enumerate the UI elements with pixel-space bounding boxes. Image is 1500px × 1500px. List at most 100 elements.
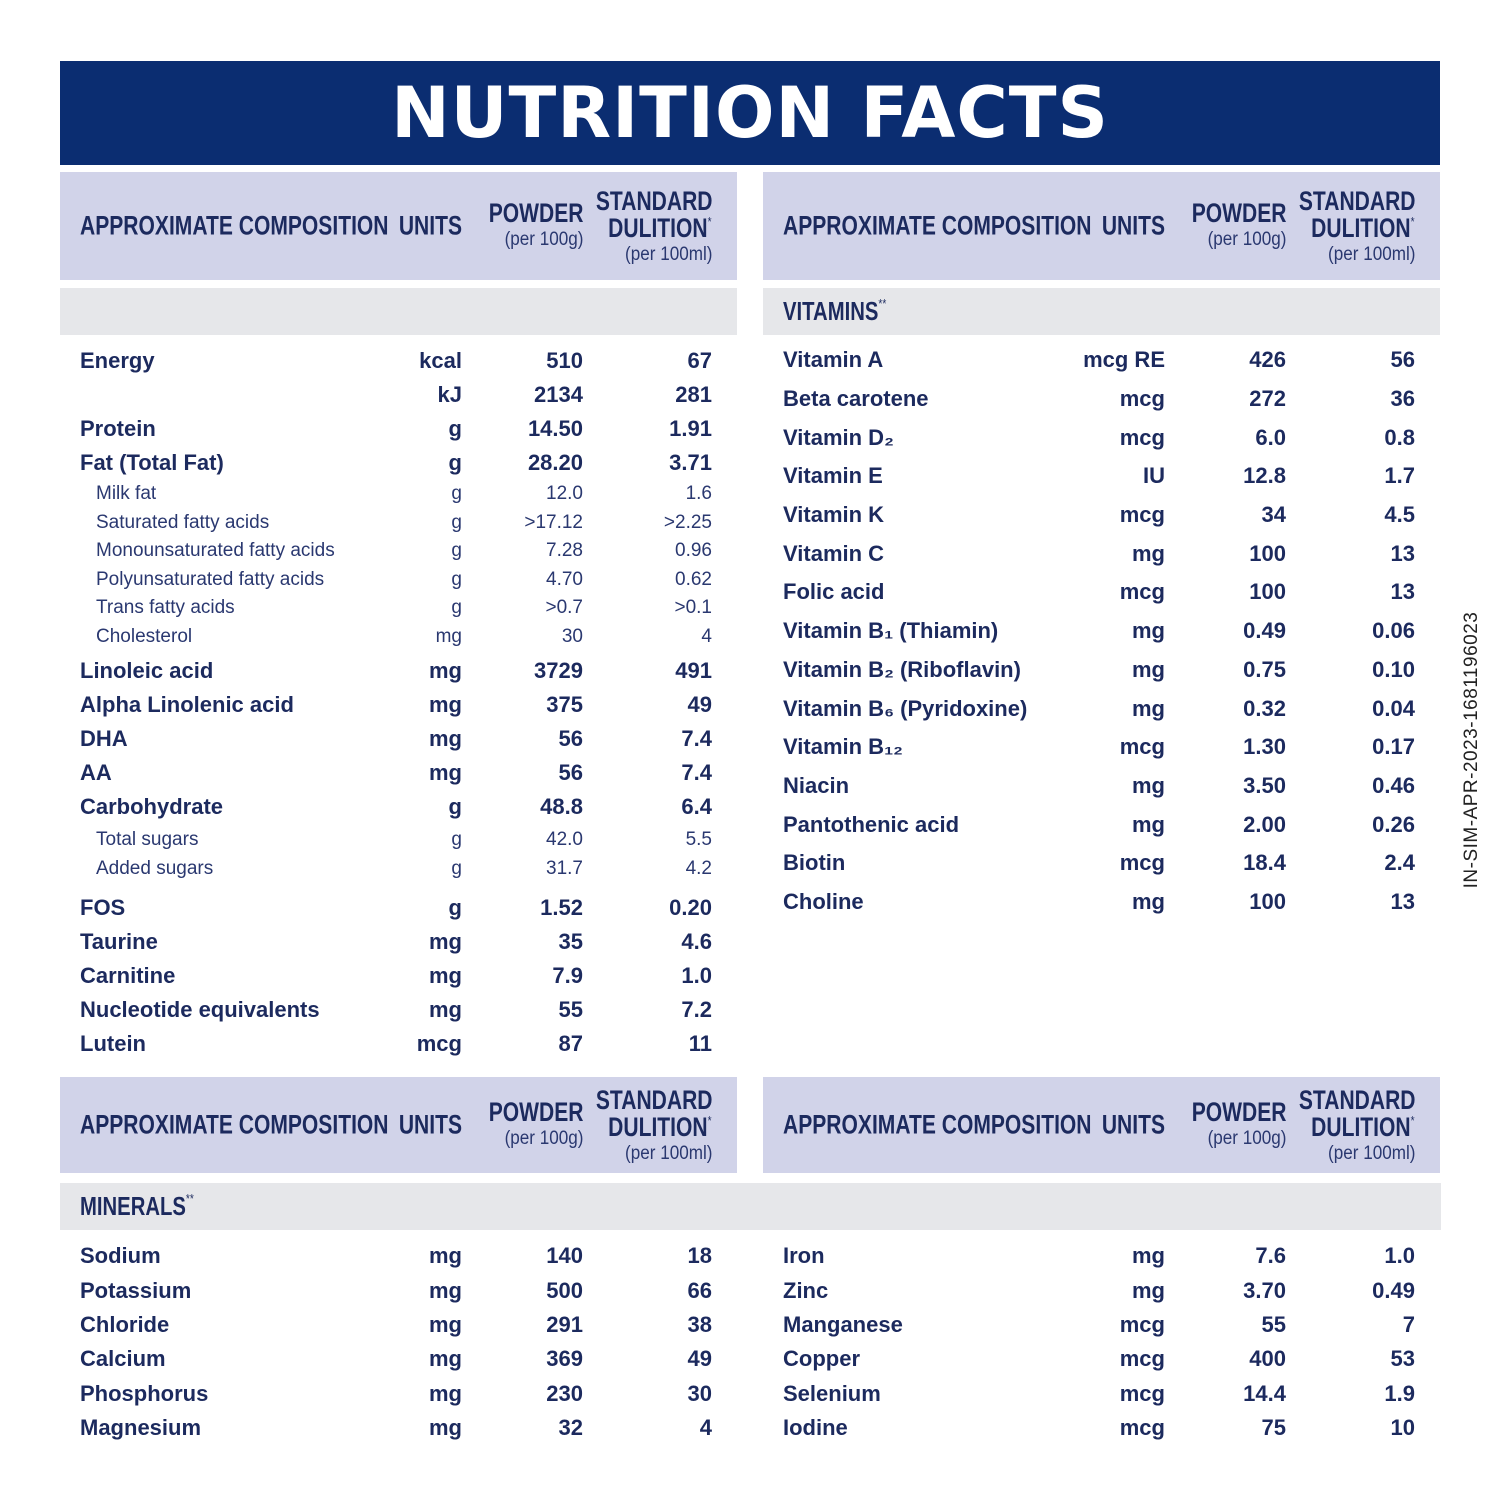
dilution-value: 7.4: [681, 760, 712, 785]
powder-value: 56: [558, 726, 583, 751]
powder-value: 400: [1249, 1346, 1286, 1372]
mineral-rows-left: Sodium mg 140 18 Potassium mg 500 66 Chloride mg 2…: [60, 1239, 737, 1445]
unit: g: [451, 540, 462, 562]
dilution-value: 0.62: [675, 568, 712, 590]
unit: mg: [1132, 695, 1165, 721]
table-row: Monounsaturated fatty acids g 7.28 0.96: [60, 537, 737, 566]
table-row: Choline mg 100 13: [763, 883, 1440, 922]
dilution-value: 1.9: [1384, 1380, 1415, 1406]
powder-value: 272: [1249, 386, 1286, 412]
composition-rows: Energy kcal 510 67 kJ 2134 281 Protein g 14.50 1.9…: [60, 344, 737, 1061]
unit: mcg: [1119, 386, 1165, 412]
powder-value: 56: [558, 760, 583, 785]
nutrient-name: Vitamin C: [783, 540, 885, 566]
dilution-value: 30: [687, 1380, 712, 1406]
powder-value: 48.8: [540, 794, 583, 819]
nutrient-name: Alpha Linolenic acid: [80, 692, 294, 717]
unit: mcg: [1119, 850, 1165, 876]
nutrient-name: Folic acid: [783, 579, 885, 605]
table-row: Saturated fatty acids g >17.12 >2.25: [60, 509, 737, 538]
powder-value: 18.4: [1243, 850, 1286, 876]
dilution-value: 1.7: [1384, 463, 1415, 489]
powder-value: 7.9: [552, 963, 583, 988]
dilution-value: 13: [1390, 579, 1415, 605]
unit: mg: [429, 1415, 462, 1441]
powder-value: 31.7: [546, 857, 583, 879]
col-dilution-1: STANDARD: [1298, 1085, 1415, 1115]
dilution-value: 2.4: [1384, 850, 1415, 876]
dilution-value: 0.04: [1372, 695, 1415, 721]
powder-value: 87: [558, 1031, 583, 1056]
dilution-value: 13: [1390, 540, 1415, 566]
unit: mg: [435, 625, 462, 647]
table-row: Phosphorus mg 230 30: [60, 1377, 737, 1411]
dilution-value: 0.8: [1384, 424, 1415, 450]
powder-value: 55: [558, 997, 583, 1022]
col-powder-sub: (per 100g): [504, 1128, 583, 1149]
unit: mcg: [1119, 1415, 1165, 1441]
table-header: APPROXIMATE COMPOSITION UNITS POWDER (per…: [60, 172, 737, 280]
dilution-value: 7: [1402, 1311, 1415, 1337]
table-row: Iron mg 7.6 1.0: [763, 1239, 1440, 1273]
dilution-value: 49: [687, 692, 712, 717]
unit: mcg: [416, 1031, 462, 1056]
dilution-value: 491: [675, 658, 712, 683]
dilution-value: 1.6: [685, 483, 712, 505]
dilution-value: 7.2: [681, 997, 712, 1022]
unit: mcg: [1119, 1380, 1165, 1406]
table-row: Iodine mcg 75 10: [763, 1411, 1440, 1445]
table-row: Pantothenic acid mg 2.00 0.26: [763, 805, 1440, 844]
dilution-value: 1.0: [681, 963, 712, 988]
section-vitamins-label: VITAMINS: [783, 296, 879, 326]
nutrient-name: Phosphorus: [80, 1380, 209, 1406]
dilution-mark: *: [1411, 1113, 1415, 1128]
powder-value: 7.28: [546, 540, 583, 562]
dilution-value: >2.25: [663, 511, 712, 533]
col-composition: APPROXIMATE COMPOSITION: [783, 1109, 1092, 1140]
table-header: APPROXIMATE COMPOSITION UNITS POWDER (per…: [763, 1077, 1440, 1173]
unit: g: [451, 829, 462, 851]
powder-value: 100: [1249, 888, 1286, 914]
nutrient-name: Vitamin D₂: [783, 424, 894, 450]
unit: g: [448, 794, 462, 819]
unit: mcg RE: [1083, 347, 1165, 373]
dilution-value: 18: [687, 1243, 712, 1269]
powder-value: 30: [561, 625, 583, 647]
powder-value: 14.50: [527, 416, 583, 441]
table-row: Milk fat g 12.0 1.6: [60, 480, 737, 509]
col-units: UNITS: [398, 1109, 462, 1140]
nutrient-name: Protein: [80, 416, 156, 441]
table-row: Sodium mg 140 18: [60, 1239, 737, 1273]
nutrient-name: Vitamin E: [783, 463, 883, 489]
section-vitamins: VITAMINS**: [763, 288, 1440, 335]
dilution-value: 11: [688, 1031, 712, 1056]
powder-value: 34: [1261, 502, 1286, 528]
table-row: DHA mg 56 7.4: [60, 722, 737, 756]
unit: mg: [1132, 656, 1165, 682]
col-dilution-sub: (per 100ml): [1327, 244, 1415, 265]
dilution-mark: *: [708, 1113, 712, 1128]
dilution-value: 66: [687, 1277, 712, 1303]
table-row: Biotin mcg 18.4 2.4: [763, 844, 1440, 883]
page-title: NUTRITION FACTS: [391, 72, 1109, 154]
table-row: Alpha Linolenic acid mg 375 49: [60, 688, 737, 722]
nutrient-name: Niacin: [783, 772, 850, 798]
table-row: Magnesium mg 32 4: [60, 1411, 737, 1445]
nutrient-name: Total sugars: [96, 829, 199, 851]
powder-value: 12.8: [1243, 463, 1286, 489]
table-row: Niacin mg 3.50 0.46: [763, 767, 1440, 806]
nutrient-name: Vitamin B₁₂: [783, 734, 903, 760]
nutrient-name: Saturated fatty acids: [96, 511, 270, 533]
table-row: Added sugars g 31.7 4.2: [60, 855, 737, 884]
col-powder-sub: (per 100g): [1207, 1128, 1286, 1149]
dilution-value: 38: [687, 1311, 712, 1337]
table-row: Beta carotene mcg 272 36: [763, 380, 1440, 419]
dilution-value: 36: [1390, 386, 1415, 412]
dilution-value: 10: [1390, 1415, 1415, 1441]
dilution-value: 0.26: [1372, 811, 1415, 837]
table-row: Vitamin B₆ (Pyridoxine) mg 0.32 0.04: [763, 689, 1440, 728]
nutrient-name: Energy: [80, 348, 155, 373]
nutrient-name: Beta carotene: [783, 386, 929, 412]
table-row: Nucleotide equivalents mg 55 7.2: [60, 993, 737, 1027]
dilution-value: 4.2: [685, 857, 712, 879]
